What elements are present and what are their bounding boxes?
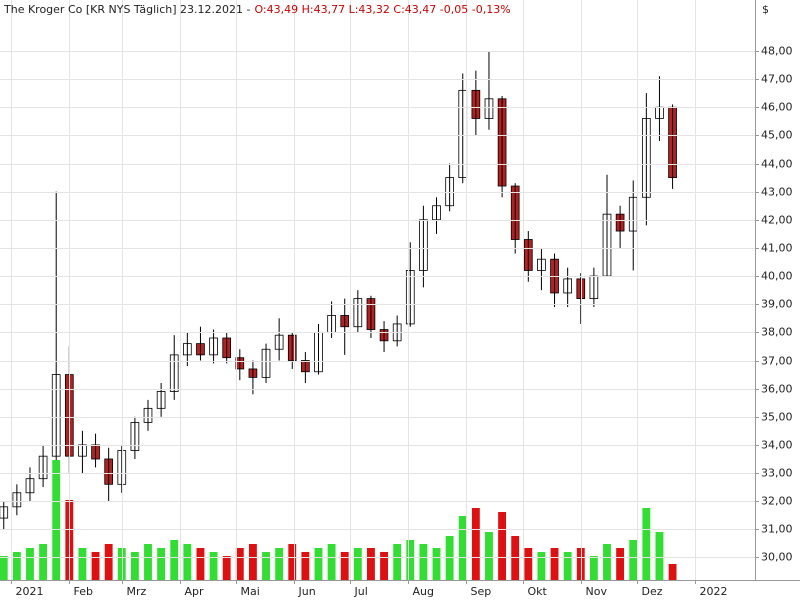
volume-bar — [301, 552, 310, 580]
volume-bar — [12, 552, 21, 580]
y-tick-label: 43,00 — [761, 186, 793, 199]
y-tick-label: 45,00 — [761, 129, 793, 142]
volume-bar — [104, 544, 113, 580]
volume-bar — [222, 556, 231, 580]
x-tick-label: Mrz — [127, 585, 147, 598]
volume-bar — [406, 540, 415, 580]
y-tick-label: 33,00 — [761, 467, 793, 480]
x-tick-label: Sep — [471, 585, 492, 598]
volume-bar — [144, 544, 152, 580]
volume-bar — [432, 548, 441, 580]
y-tick-label: 42,00 — [761, 214, 793, 227]
currency-label: $ — [762, 3, 769, 16]
volume-bar — [576, 548, 585, 580]
volume-bar — [26, 548, 34, 580]
volume-bar — [130, 552, 139, 580]
volume-bar — [393, 544, 402, 580]
volume-bar — [498, 512, 507, 580]
x-tick-label: Aug — [413, 585, 434, 598]
y-tick-label: 37,00 — [761, 355, 793, 368]
volume-bar — [367, 548, 375, 580]
volume-bar — [39, 544, 48, 580]
volume-bar — [314, 548, 323, 580]
volume-bar — [91, 552, 100, 580]
volume-bar — [563, 552, 572, 580]
volume-bar — [248, 544, 257, 580]
volume-bar — [603, 544, 611, 580]
y-tick-label: 38,00 — [761, 326, 793, 339]
volume-bar — [327, 544, 336, 580]
volume-bar — [655, 532, 664, 580]
x-tick-label: Dez — [642, 585, 663, 598]
quote: O:43,49 H:43,77 L:43,32 C:43,47 -0,05 -0… — [254, 3, 510, 16]
y-tick-label: 34,00 — [761, 439, 793, 452]
volume-bar — [353, 548, 362, 580]
y-tick-label: 35,00 — [761, 411, 793, 424]
volume-bar — [340, 552, 349, 580]
volume-bar — [209, 552, 218, 580]
volume-bar — [668, 564, 677, 580]
x-tick-label: Mai — [241, 585, 260, 598]
volume-bar — [196, 548, 205, 580]
x-tick-label: Apr — [185, 585, 205, 598]
x-tick-label: Jul — [354, 585, 368, 598]
y-tick-label: 44,00 — [761, 158, 793, 171]
volume-bar — [616, 548, 625, 580]
volume-bar — [629, 540, 638, 580]
y-tick-label: 31,00 — [761, 523, 793, 536]
y-tick-label: 32,00 — [761, 495, 793, 508]
volume-bar — [235, 548, 244, 580]
volume-bar — [524, 548, 533, 580]
x-tick-label: 2021 — [16, 585, 44, 598]
volume-bar — [550, 548, 559, 580]
volume-bar — [262, 552, 270, 580]
volume-bar — [0, 556, 8, 580]
volume-bar — [117, 548, 126, 580]
x-tick-label: Okt — [528, 585, 548, 598]
chart-title: The Kroger Co [KR NYS Täglich] 23.12.202… — [3, 3, 250, 16]
volume-bar — [52, 460, 61, 580]
y-tick-label: 30,00 — [761, 551, 793, 564]
volume-bar — [157, 548, 166, 580]
volume-bar — [288, 544, 297, 580]
volume-bar — [589, 556, 598, 580]
x-tick-label: 2022 — [700, 585, 728, 598]
y-tick-label: 39,00 — [761, 298, 793, 311]
y-tick-label: 40,00 — [761, 270, 793, 283]
volume-bar — [380, 552, 388, 580]
volume-bar — [537, 552, 546, 580]
volume-bar — [170, 540, 179, 580]
y-tick-label: 41,00 — [761, 242, 793, 255]
x-tick-label: Nov — [586, 585, 608, 598]
y-tick-label: 36,00 — [761, 383, 793, 396]
volume-bar — [642, 508, 651, 580]
volume-bar — [458, 516, 467, 580]
volume-bar — [485, 532, 493, 580]
volume-bar — [78, 548, 87, 580]
x-tick-label: Feb — [74, 585, 93, 598]
volume-bar — [471, 508, 480, 580]
y-tick-label: 46,00 — [761, 101, 793, 114]
y-tick-label: 47,00 — [761, 73, 793, 86]
x-tick-label: Jun — [298, 585, 316, 598]
volume-bar — [183, 544, 192, 580]
volume-bar — [275, 548, 284, 580]
volume-bar — [419, 544, 428, 580]
y-tick-label: 48,00 — [761, 45, 793, 58]
